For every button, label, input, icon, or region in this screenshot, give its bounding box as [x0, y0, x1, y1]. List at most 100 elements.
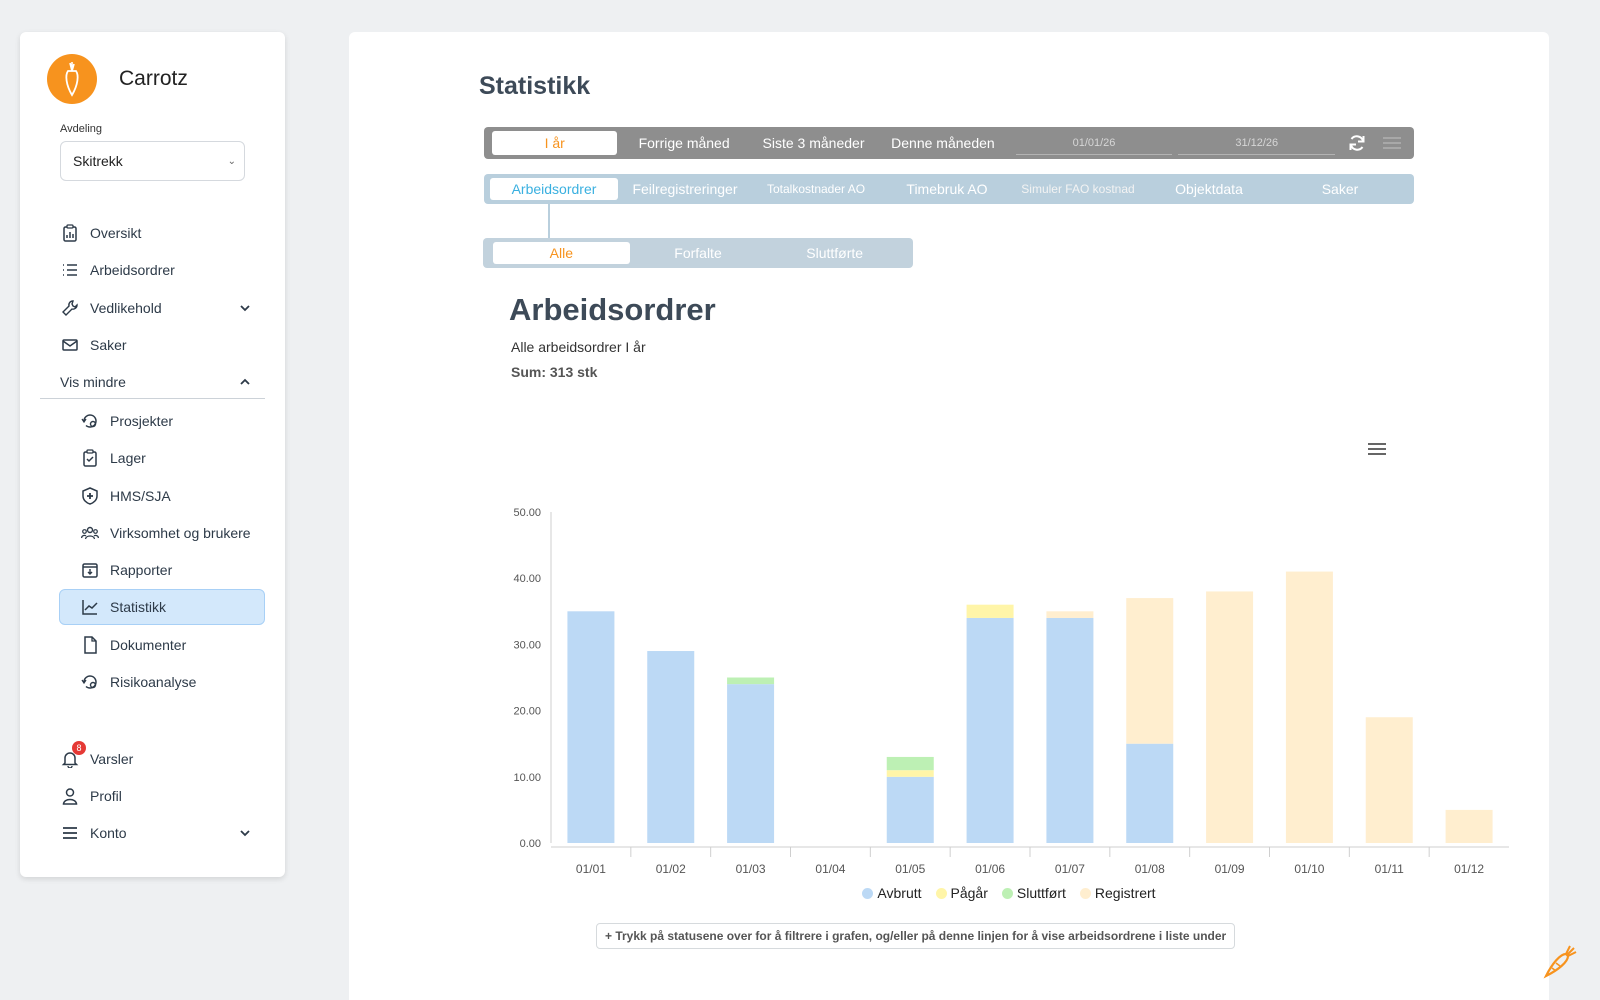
bar-registrert-01-09[interactable] — [1206, 591, 1254, 843]
clipboard-chart-icon — [60, 223, 80, 243]
nav-risikoanalyse-label: Risikoanalyse — [110, 674, 197, 690]
period-i-ar-button[interactable]: I år — [492, 131, 618, 155]
hamburger-icon — [60, 823, 80, 843]
bar-registrert-01-10[interactable] — [1285, 571, 1333, 843]
bar-registrert-01-12[interactable] — [1445, 809, 1493, 843]
nav-dokumenter[interactable]: Dokumenter — [80, 627, 285, 663]
legend-label: Avbrutt — [877, 885, 922, 901]
users-icon — [80, 523, 100, 543]
bar-avbrutt-01-03[interactable] — [727, 684, 775, 843]
x-tick-label: 01/07 — [1055, 862, 1085, 876]
tab-saker[interactable]: Saker — [1321, 181, 1359, 197]
nav-profil-label: Profil — [90, 788, 122, 804]
user-icon — [60, 786, 80, 806]
menu-icon[interactable] — [1379, 131, 1406, 155]
tab-simuler-fao-kostnad[interactable]: Simuler FAO kostnad — [1021, 182, 1135, 196]
legend-item-sluttført[interactable]: Sluttført — [1001, 885, 1066, 901]
bar-registrert-01-08[interactable] — [1126, 598, 1174, 744]
nav-vis-mindre[interactable]: Vis mindre — [60, 364, 265, 400]
date-to-input[interactable]: 31/12/26 — [1178, 131, 1336, 155]
nav-hms-label: HMS/SJA — [110, 488, 171, 504]
gear-history-icon — [80, 672, 100, 692]
nav-vedlikehold[interactable]: Vedlikehold — [60, 290, 265, 326]
tab-objektdata[interactable]: Objektdata — [1175, 181, 1243, 197]
x-tick-label: 01/11 — [1375, 862, 1404, 876]
bar-avbrutt-01-08[interactable] — [1126, 743, 1174, 843]
bar-pågår-01-06[interactable] — [966, 604, 1014, 618]
nav-oversikt[interactable]: Oversikt — [60, 215, 265, 251]
period-forrige-maned-button[interactable]: Forrige måned — [638, 135, 730, 151]
nav-arbeidsordrer[interactable]: Arbeidsordrer — [60, 252, 265, 288]
tab-timebruk-ao[interactable]: Timebruk AO — [906, 181, 988, 197]
nav-hms[interactable]: HMS/SJA — [80, 478, 285, 514]
tab-feilregistreringer[interactable]: Feilregistreringer — [632, 181, 738, 197]
nav-risikoanalyse[interactable]: Risikoanalyse — [80, 664, 285, 700]
chart-subtitle: Alle arbeidsordrer I år — [511, 339, 646, 355]
bar-avbrutt-01-05[interactable] — [886, 776, 934, 843]
archive-download-icon — [80, 560, 100, 580]
brand[interactable]: Carrotz — [47, 54, 188, 104]
legend-label: Registrert — [1094, 885, 1156, 901]
nav-rapporter[interactable]: Rapporter — [80, 552, 285, 588]
tab-totalkostnader-ao[interactable]: Totalkostnader AO — [766, 182, 866, 196]
nav-virksomhet[interactable]: Virksomhet og brukere — [80, 515, 285, 551]
tab-arbeidsordrer[interactable]: Arbeidsordrer — [490, 178, 618, 200]
nav-oversikt-label: Oversikt — [90, 225, 142, 241]
chart-title: Arbeidsordrer — [509, 292, 716, 327]
page-title: Statistikk — [479, 72, 591, 100]
nav-virksomhet-label: Virksomhet og brukere — [110, 525, 251, 541]
nav-vedlikehold-label: Vedlikehold — [90, 300, 162, 316]
nav-saker[interactable]: Saker — [60, 327, 265, 363]
bar-avbrutt-01-06[interactable] — [966, 617, 1014, 843]
date-from-input[interactable]: 01/01/26 — [1015, 131, 1173, 155]
nav-statistikk-label: Statistikk — [110, 599, 167, 615]
bar-sluttført-01-03[interactable] — [727, 677, 775, 685]
chevron-down-icon — [239, 826, 251, 842]
bar-registrert-01-11[interactable] — [1365, 717, 1413, 843]
department-selected: Skitrekk — [73, 153, 123, 169]
refresh-icon[interactable] — [1343, 131, 1370, 155]
department-select[interactable]: Skitrekk ⌄ — [60, 141, 245, 181]
wrench-icon — [60, 298, 80, 318]
chart-legend: Avbrutt Pågår Sluttført Registrert — [499, 885, 1519, 901]
period-denne-maneden-button[interactable]: Denne måneden — [891, 135, 995, 151]
status-subtabs: Alle Forfalte Sluttførte — [483, 238, 913, 268]
nav-statistikk[interactable]: Statistikk — [59, 589, 265, 625]
legend-item-registrert[interactable]: Registrert — [1079, 885, 1156, 901]
legend-item-avbrutt[interactable]: Avbrutt — [862, 885, 922, 901]
bar-sluttført-01-05[interactable] — [886, 756, 934, 771]
x-tick-label: 01/02 — [656, 862, 686, 876]
bar-registrert-01-07[interactable] — [1046, 611, 1094, 618]
nav-rapporter-label: Rapporter — [110, 562, 173, 578]
nav-divider — [40, 398, 265, 399]
chart-menu-icon[interactable] — [1366, 440, 1388, 458]
chevron-down-icon — [239, 301, 251, 317]
bar-pågår-01-05[interactable] — [886, 770, 934, 777]
x-tick-label: 01/03 — [736, 862, 766, 876]
tab-connector — [548, 204, 550, 240]
period-siste-3-maneder-button[interactable]: Siste 3 måneder — [762, 135, 865, 151]
bar-avbrutt-01-07[interactable] — [1046, 617, 1094, 843]
subtab-alle[interactable]: Alle — [493, 242, 630, 264]
nav-varsler-label: Varsler — [90, 751, 134, 767]
y-tick-label: 10.00 — [513, 772, 541, 784]
bar-avbrutt-01-02[interactable] — [647, 651, 695, 843]
nav-saker-label: Saker — [90, 337, 127, 353]
legend-dot — [935, 887, 947, 899]
subtab-sluttforte[interactable]: Sluttførte — [806, 245, 864, 261]
nav-varsler[interactable]: 8 Varsler — [60, 741, 265, 777]
nav-profil[interactable]: Profil — [60, 778, 265, 814]
nav-konto[interactable]: Konto — [60, 815, 265, 851]
chart-sum: Sum: 313 stk — [511, 364, 598, 380]
show-list-hint[interactable]: + Trykk på statusene over for å filtrere… — [596, 923, 1236, 949]
legend-item-pågår[interactable]: Pågår — [935, 885, 988, 901]
subtab-forfalte[interactable]: Forfalte — [674, 245, 722, 261]
y-tick-label: 0.00 — [520, 838, 541, 850]
nav-prosjekter[interactable]: Prosjekter — [80, 403, 285, 439]
department-label: Avdeling — [60, 123, 102, 135]
nav-arbeidsordrer-label: Arbeidsordrer — [90, 262, 175, 278]
clipboard-check-icon — [80, 448, 100, 468]
nav-lager[interactable]: Lager — [80, 440, 285, 476]
bar-avbrutt-01-01[interactable] — [567, 611, 615, 843]
sidebar: Carrotz Avdeling Skitrekk ⌄ Oversikt Arb… — [20, 32, 285, 877]
